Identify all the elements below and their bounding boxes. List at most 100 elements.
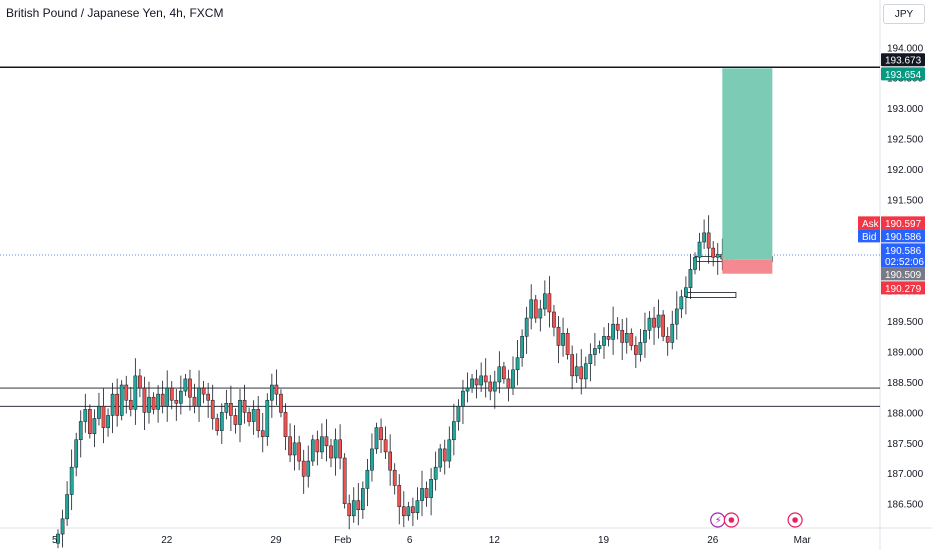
- candle-body: [656, 314, 661, 328]
- candle-body: [97, 406, 101, 419]
- candle-body: [684, 287, 688, 298]
- candle-body: [215, 418, 220, 431]
- candle-body: [524, 317, 529, 337]
- candle-body: [511, 369, 515, 389]
- candle-body: [647, 317, 652, 331]
- candle-body: [470, 378, 474, 389]
- candle-body: [461, 390, 465, 407]
- candle-body: [620, 329, 625, 343]
- y-tick-label: 189.000: [887, 348, 924, 359]
- candle-body: [561, 333, 565, 346]
- candle-body: [702, 232, 706, 243]
- candle-body: [147, 396, 151, 413]
- candle-body: [351, 500, 356, 517]
- candle-body: [502, 366, 506, 380]
- candle-body: [133, 375, 138, 410]
- stop-tag: 190.279: [885, 284, 922, 295]
- candle-body: [588, 354, 593, 364]
- candle-body: [347, 503, 352, 517]
- candle-body: [219, 412, 224, 431]
- candle-body: [465, 387, 470, 392]
- candle-body: [574, 366, 579, 377]
- candle-body: [538, 308, 543, 319]
- candle-body: [593, 348, 597, 355]
- candle-body: [315, 439, 320, 453]
- last-price: 190.586: [885, 246, 922, 257]
- candle-body: [388, 451, 392, 471]
- bid-price: 190.586: [885, 232, 922, 243]
- candle-body: [210, 399, 215, 419]
- candle-body: [674, 308, 679, 325]
- candle-body: [65, 494, 69, 520]
- candle-body: [693, 256, 697, 270]
- candle-body: [711, 247, 716, 258]
- candle-body: [310, 439, 315, 462]
- candle-body: [88, 409, 92, 434]
- candle-body: [83, 409, 88, 422]
- candle-body: [556, 326, 561, 346]
- candle-body: [379, 427, 383, 441]
- candle-body: [643, 329, 647, 343]
- y-tick-label: 188.500: [887, 378, 924, 389]
- entry-tag: 190.509: [885, 270, 922, 281]
- candle-body: [579, 366, 584, 380]
- candle-body: [274, 384, 279, 395]
- bid-label-bg: [858, 229, 880, 243]
- x-tick-label: 12: [489, 535, 501, 546]
- candle-body: [706, 232, 711, 249]
- candle-body: [292, 442, 297, 456]
- y-tick-label: 188.000: [887, 408, 924, 419]
- candle-body: [552, 311, 556, 328]
- candle-body: [338, 439, 342, 459]
- candle-body: [661, 314, 665, 337]
- candle-body: [570, 354, 574, 377]
- candle-body: [138, 375, 142, 389]
- candle-body: [411, 506, 415, 514]
- candle-body: [301, 460, 306, 477]
- candle-body: [201, 387, 206, 395]
- candle-body: [406, 506, 411, 517]
- y-tick-label: 191.500: [887, 195, 924, 206]
- candle-body: [242, 399, 247, 413]
- candle-body: [679, 296, 684, 310]
- candle-body: [424, 488, 429, 498]
- candle-body: [270, 384, 274, 401]
- candle-body: [229, 403, 233, 416]
- candle-body: [392, 469, 397, 486]
- candle-body: [665, 336, 670, 343]
- stop-tag-bg: [881, 281, 925, 295]
- candle-body: [142, 387, 147, 413]
- candle-body: [715, 253, 720, 258]
- candle-body: [497, 366, 502, 383]
- candle-body: [697, 241, 702, 258]
- candle-body: [197, 387, 201, 407]
- level-top-tag-bg: [881, 53, 925, 67]
- candle-body: [401, 506, 406, 517]
- y-tick-label: 187.500: [887, 439, 924, 450]
- candle-body: [192, 396, 197, 407]
- candle-body: [383, 439, 388, 453]
- candle-body: [565, 333, 570, 355]
- candle-body: [119, 384, 124, 416]
- candle-body: [101, 406, 106, 428]
- candle-body: [429, 479, 433, 498]
- ask-price: 190.597: [885, 219, 922, 230]
- ask-label-bg: [858, 216, 880, 230]
- candle-body: [206, 393, 211, 401]
- candle-body: [420, 488, 424, 501]
- candle-body: [629, 333, 634, 346]
- x-tick-label: Mar: [794, 535, 812, 546]
- candle-body: [624, 333, 629, 343]
- candle-body: [115, 393, 120, 416]
- candle-body: [452, 421, 456, 441]
- candle-body: [233, 415, 238, 425]
- candle-body: [397, 485, 402, 507]
- candle-body: [74, 439, 79, 468]
- candle-body: [583, 363, 588, 380]
- entry-tag-bg: [881, 267, 925, 281]
- x-tick-label: 22: [161, 535, 173, 546]
- candle-body: [151, 396, 156, 410]
- candle-body: [652, 317, 656, 328]
- currency-button[interactable]: JPY: [883, 4, 925, 24]
